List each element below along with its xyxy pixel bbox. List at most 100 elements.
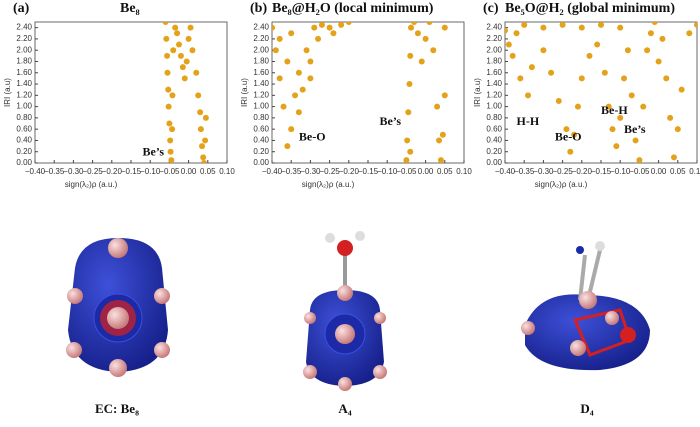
x-tick-label: −0.35 (44, 167, 65, 176)
x-tick-label: −0.25 (319, 167, 340, 176)
x-tick-label: −0.15 (121, 167, 142, 176)
point (284, 58, 291, 65)
point (574, 103, 581, 110)
point (403, 157, 410, 163)
x-tick-label: −0.05 (159, 167, 180, 176)
point (525, 92, 532, 99)
point (636, 157, 643, 163)
point (651, 22, 658, 25)
x-tick-label: −0.05 (629, 167, 650, 176)
y-tick-label: 0.80 (16, 113, 32, 122)
point (406, 81, 413, 88)
point (632, 137, 639, 144)
point (172, 24, 179, 31)
point (414, 30, 421, 37)
y-tick-label: 0.00 (486, 158, 502, 167)
point (167, 137, 174, 144)
point (189, 47, 196, 54)
y-tick-label: 2.00 (253, 45, 269, 54)
point (594, 41, 601, 48)
y-tick-label: 0.40 (486, 136, 502, 145)
point (686, 30, 693, 37)
y-tick-label: 0.80 (253, 113, 269, 122)
annotation: Be-O (555, 129, 582, 143)
y-axis-label: IRI (a.u) (3, 78, 12, 107)
y-tick-label: 2.00 (486, 45, 502, 54)
x-tick-label: 0.00 (418, 167, 434, 176)
point (197, 109, 204, 116)
y-tick-label: 1.20 (486, 90, 502, 99)
chart-title: Be₈ (120, 1, 140, 16)
point (164, 69, 171, 76)
point (187, 24, 194, 31)
x-tick-label: 0.10 (456, 167, 472, 176)
point (284, 143, 291, 150)
point (540, 47, 547, 54)
x-axis-label: sign(λ₂)ρ (a.u.) (535, 180, 588, 189)
point (437, 157, 444, 163)
point (288, 126, 295, 133)
point (628, 92, 635, 99)
point (563, 126, 570, 133)
point (598, 22, 604, 28)
point (678, 86, 685, 93)
y-tick-label: 1.40 (16, 79, 32, 88)
y-tick-label: 1.40 (253, 79, 269, 88)
point (441, 92, 448, 99)
point (663, 75, 670, 82)
point (164, 52, 171, 59)
y-tick-label: 2.40 (253, 23, 269, 32)
point (528, 64, 535, 71)
annotation: H-H (517, 114, 540, 128)
point (548, 69, 555, 76)
y-tick-label: 0.60 (16, 124, 32, 133)
point (559, 22, 566, 28)
point (578, 75, 585, 82)
x-tick-label: −0.35 (281, 167, 302, 176)
point (276, 75, 283, 82)
caption: A₄ (338, 401, 351, 416)
x-axis-label: sign(λ₂)ρ (a.u.) (65, 180, 118, 189)
x-tick-label: −0.30 (63, 167, 84, 176)
x-tick-label: −0.40 (262, 167, 283, 176)
point (197, 126, 204, 133)
point (644, 47, 651, 54)
y-tick-label: 0.20 (16, 147, 32, 156)
point (345, 22, 352, 25)
x-tick-label: 0.00 (181, 167, 197, 176)
chart-panel: (a) Be₈ 0.00 0.20 0.40 0.60 0.80 1.00 1.20 1.40 1.… (3, 1, 235, 189)
point (540, 24, 547, 31)
x-tick-label: −0.25 (82, 167, 103, 176)
y-tick-label: 1.00 (486, 102, 502, 111)
y-tick-label: 1.20 (253, 90, 269, 99)
y-tick-label: 1.80 (16, 57, 32, 66)
x-tick-label: 0.10 (689, 167, 700, 176)
point (162, 22, 169, 25)
point (315, 35, 322, 42)
point (408, 24, 415, 31)
point (405, 109, 412, 116)
point (605, 103, 612, 110)
y-tick-label: 0.00 (16, 158, 32, 167)
y-tick-label: 0.40 (16, 136, 32, 145)
point (200, 154, 207, 161)
point (509, 52, 516, 59)
point (430, 47, 437, 54)
point (166, 120, 173, 127)
x-axis-label: sign(λ₂)ρ (a.u.) (302, 180, 355, 189)
y-tick-label: 1.60 (486, 68, 502, 77)
point (617, 114, 624, 121)
point (659, 35, 666, 42)
x-tick-label: 0.05 (437, 167, 453, 176)
x-tick-label: 0.00 (651, 167, 667, 176)
y-tick-label: 1.20 (16, 90, 32, 99)
point (185, 35, 192, 42)
point (169, 126, 176, 133)
point (169, 92, 176, 99)
x-tick-label: 0.05 (200, 167, 216, 176)
x-tick-label: −0.10 (140, 167, 161, 176)
x-tick-label: −0.20 (102, 167, 123, 176)
point (434, 103, 441, 110)
y-tick-label: 2.40 (16, 23, 32, 32)
